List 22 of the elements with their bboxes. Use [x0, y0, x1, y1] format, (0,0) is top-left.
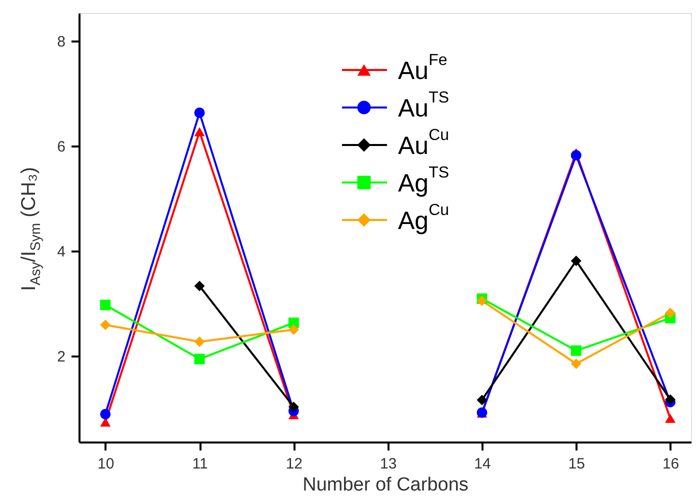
x-tick-label: 12: [286, 456, 303, 472]
y-tick-label: 8: [57, 33, 66, 50]
point: [194, 280, 205, 292]
x-tick-label: 10: [98, 456, 114, 472]
point: [665, 414, 676, 423]
x-axis-title: Number of Carbons: [302, 474, 468, 496]
y-tick-label: 4: [57, 243, 66, 260]
x-tick-label: 13: [380, 456, 397, 472]
y-tick-label: 2: [57, 348, 66, 366]
x-tick-label: 15: [568, 456, 585, 472]
point: [100, 300, 111, 310]
point: [100, 408, 111, 420]
point: [194, 108, 205, 118]
x-tick-label: 11: [192, 456, 208, 472]
point: [194, 354, 205, 364]
y-tick-label: 6: [57, 138, 66, 156]
point: [100, 418, 111, 427]
x-tick-label: 16: [662, 456, 680, 472]
point: [194, 127, 205, 136]
point: [288, 402, 299, 412]
x-tick-label: 14: [474, 456, 491, 472]
y-axis-title: IAsy/ISym (CH₃): [18, 167, 43, 291]
